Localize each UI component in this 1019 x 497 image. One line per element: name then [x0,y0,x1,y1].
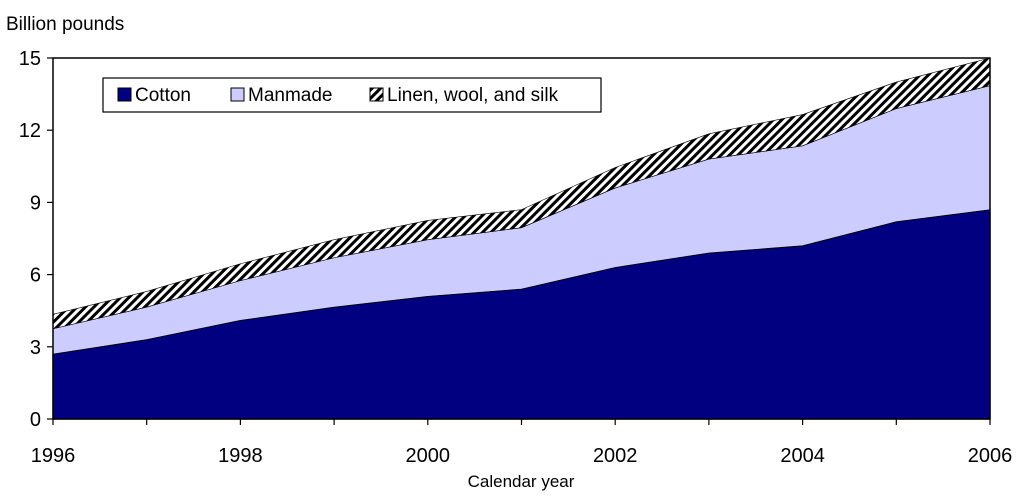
x-axis-label: Calendar year [468,472,575,491]
y-axis: 0 3 6 9 12 15 [19,48,53,431]
legend-swatch-cotton [117,87,132,102]
y-tick-label: 3 [30,337,41,359]
legend-swatch-linen-wool-silk [369,87,384,102]
legend-label-linen-wool-silk: Linen, wool, and silk [387,85,559,106]
legend-swatch-manmade [230,87,245,102]
y-tick-label: 15 [19,48,41,70]
y-axis-label: Billion pounds [6,14,124,35]
x-tick-label: 1996 [31,445,76,467]
x-tick-label: 2002 [593,445,638,467]
x-tick-label: 2006 [968,445,1013,467]
x-tick-label: 2004 [780,445,825,467]
legend-box [102,77,602,113]
y-tick-label: 12 [19,120,41,142]
legend-label-manmade: Manmade [248,85,333,106]
legend: Cotton Manmade Linen, wool, and silk [102,77,602,113]
y-tick-label: 6 [30,265,41,287]
legend-label-cotton: Cotton [135,85,191,106]
y-tick-label: 0 [30,409,41,431]
y-tick-label: 9 [30,192,41,214]
x-tick-label: 2000 [406,445,451,467]
x-tick-label: 1998 [218,445,263,467]
x-axis: 1996 1998 2000 2002 2004 2006 [31,419,1013,467]
